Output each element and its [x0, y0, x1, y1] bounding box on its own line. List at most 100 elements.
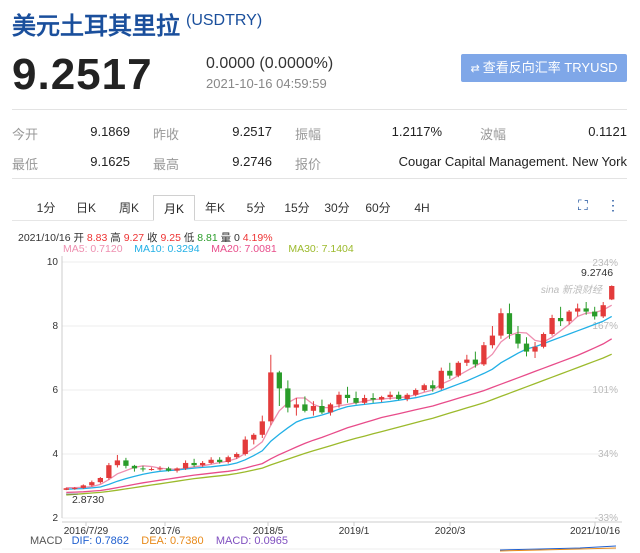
candle[interactable]: [540, 332, 547, 349]
candle[interactable]: [404, 393, 410, 402]
candle[interactable]: [199, 461, 206, 467]
candle[interactable]: [353, 391, 359, 405]
candle[interactable]: [157, 466, 163, 471]
candle[interactable]: [592, 306, 598, 320]
candle[interactable]: [191, 458, 197, 467]
candle-body: [575, 308, 581, 312]
candle[interactable]: [549, 314, 555, 336]
candle[interactable]: [506, 303, 513, 339]
candle[interactable]: [276, 370, 282, 406]
candle[interactable]: [378, 395, 385, 403]
candle[interactable]: [455, 361, 461, 378]
candle[interactable]: [310, 401, 317, 416]
candle[interactable]: [225, 455, 231, 464]
tab-5min[interactable]: 5分: [246, 201, 266, 215]
candle[interactable]: [293, 398, 300, 416]
candle[interactable]: [481, 342, 487, 366]
candle-body: [438, 370, 444, 389]
candle-body: [532, 346, 538, 352]
candle[interactable]: [396, 391, 402, 401]
more-icon[interactable]: ⋮: [606, 197, 620, 213]
candle[interactable]: [302, 396, 308, 413]
candle[interactable]: [387, 391, 393, 400]
tab-monthly[interactable]: 月K: [153, 195, 195, 221]
tab-yearly[interactable]: 年K: [204, 201, 225, 215]
candle[interactable]: [140, 465, 146, 472]
divider: [12, 109, 627, 110]
candle-body: [387, 394, 393, 398]
candle[interactable]: [242, 436, 248, 456]
candle-body: [378, 397, 385, 400]
candle[interactable]: [430, 380, 436, 392]
candle[interactable]: [361, 394, 368, 405]
series-line-ma10: [66, 315, 613, 490]
chart-tabs: 1分 日K 周K 月K 年K 5分 15分 30分 60分 4H ⛶ ⋮: [12, 195, 627, 221]
candle[interactable]: [472, 351, 479, 368]
reverse-rate-button[interactable]: ⇄ 查看反向汇率 TRYUSD: [461, 54, 627, 82]
candle[interactable]: [532, 342, 538, 358]
candle[interactable]: [319, 399, 325, 414]
candle[interactable]: [123, 457, 129, 469]
tab-1min[interactable]: 1分: [36, 201, 56, 215]
max-price-label: 9.2746: [581, 267, 613, 279]
candle-body: [191, 462, 197, 466]
candle-body: [276, 372, 282, 389]
candle[interactable]: [421, 383, 427, 392]
candle[interactable]: [208, 457, 214, 465]
candle[interactable]: [72, 486, 78, 490]
candle[interactable]: [583, 302, 589, 315]
macd-dea-line: [499, 547, 617, 552]
candle[interactable]: [566, 310, 572, 325]
candle[interactable]: [370, 393, 376, 403]
candle[interactable]: [268, 354, 274, 426]
page-title: 美元土耳其里拉: [12, 12, 180, 40]
y-tick-label: 8: [52, 321, 58, 332]
candle[interactable]: [438, 367, 444, 390]
candle[interactable]: [344, 386, 351, 403]
candle[interactable]: [489, 326, 496, 349]
candle-body: [89, 482, 95, 486]
candlestick-chart[interactable]: 2 4 6 8 10 234% 167% 101% 34% -33% 2016/7/29 2017/6…: [0, 250, 640, 553]
candle[interactable]: [523, 337, 530, 357]
candle[interactable]: [89, 480, 95, 487]
candle[interactable]: [182, 460, 189, 470]
candle[interactable]: [63, 487, 69, 491]
candle[interactable]: [609, 285, 615, 301]
candle[interactable]: [557, 306, 564, 326]
header: 美元土耳其里拉 (USDTRY): [0, 0, 640, 40]
candle[interactable]: [217, 457, 223, 464]
candle[interactable]: [515, 326, 521, 349]
candle[interactable]: [234, 452, 240, 459]
candle[interactable]: [498, 308, 504, 339]
candle[interactable]: [251, 433, 257, 445]
candle[interactable]: [114, 454, 121, 468]
candle[interactable]: [285, 380, 291, 413]
candle[interactable]: [600, 302, 606, 318]
tab-weekly[interactable]: 周K: [118, 201, 139, 215]
candle[interactable]: [413, 388, 419, 397]
tab-60min[interactable]: 60分: [365, 201, 391, 215]
candle[interactable]: [174, 467, 180, 473]
pct-tick-label: -33%: [595, 513, 618, 524]
candle[interactable]: [131, 464, 138, 472]
tab-4h[interactable]: 4H: [414, 201, 430, 215]
candle[interactable]: [148, 467, 155, 471]
amplitude-value: 1.2117%: [391, 124, 442, 139]
candle[interactable]: [259, 415, 265, 438]
candle[interactable]: [575, 303, 581, 317]
candle[interactable]: [464, 354, 470, 366]
candle[interactable]: [80, 484, 86, 489]
candle[interactable]: [97, 477, 103, 484]
candle[interactable]: [165, 466, 172, 472]
candle[interactable]: [106, 462, 112, 480]
tab-daily[interactable]: 日K: [75, 201, 96, 215]
candle[interactable]: [327, 402, 334, 416]
candle[interactable]: [336, 391, 342, 408]
ohlc-volume: 0: [234, 232, 240, 244]
price-change: 0.0000 (0.0000%): [206, 55, 334, 72]
tab-15min[interactable]: 15分: [284, 201, 310, 215]
candle[interactable]: [447, 362, 453, 379]
candle-body: [80, 485, 86, 488]
tab-30min[interactable]: 30分: [324, 201, 350, 215]
fullscreen-icon[interactable]: ⛶: [578, 197, 588, 213]
